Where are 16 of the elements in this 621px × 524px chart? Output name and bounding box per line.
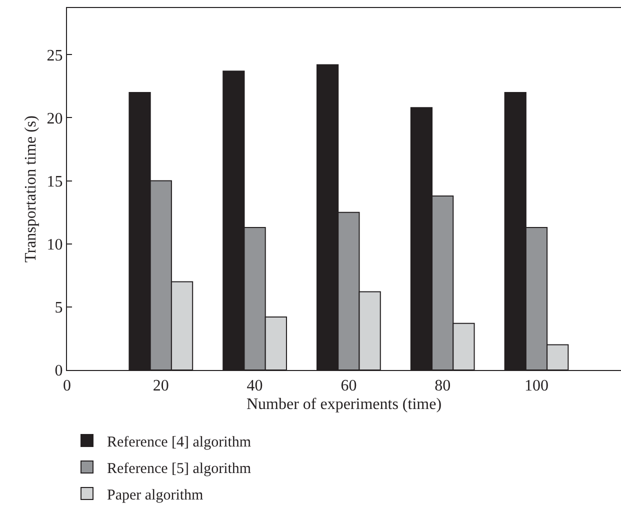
y-tick-label: 25 <box>46 47 63 64</box>
legend-label: Paper algorithm <box>107 487 204 504</box>
legend-label: Reference [4] algorithm <box>107 434 252 450</box>
x-tick-label: 100 <box>524 377 548 394</box>
x-axis-title: Number of experiments (time) <box>246 396 442 413</box>
x-tick-label: 40 <box>246 377 263 394</box>
y-tick-label: 10 <box>46 236 63 254</box>
y-tick-label: 15 <box>46 173 63 190</box>
x-tick-label: 80 <box>434 377 451 394</box>
x-tick-label: 20 <box>152 377 169 394</box>
y-axis-title: Transportation time (s) <box>22 116 40 262</box>
legend-label: Reference [5] algorithm <box>107 460 252 477</box>
x-tick-label: 60 <box>340 377 357 394</box>
y-tick-label: 0 <box>54 362 63 380</box>
y-tick-label: 5 <box>54 300 63 317</box>
y-tick-label: 20 <box>46 110 63 128</box>
